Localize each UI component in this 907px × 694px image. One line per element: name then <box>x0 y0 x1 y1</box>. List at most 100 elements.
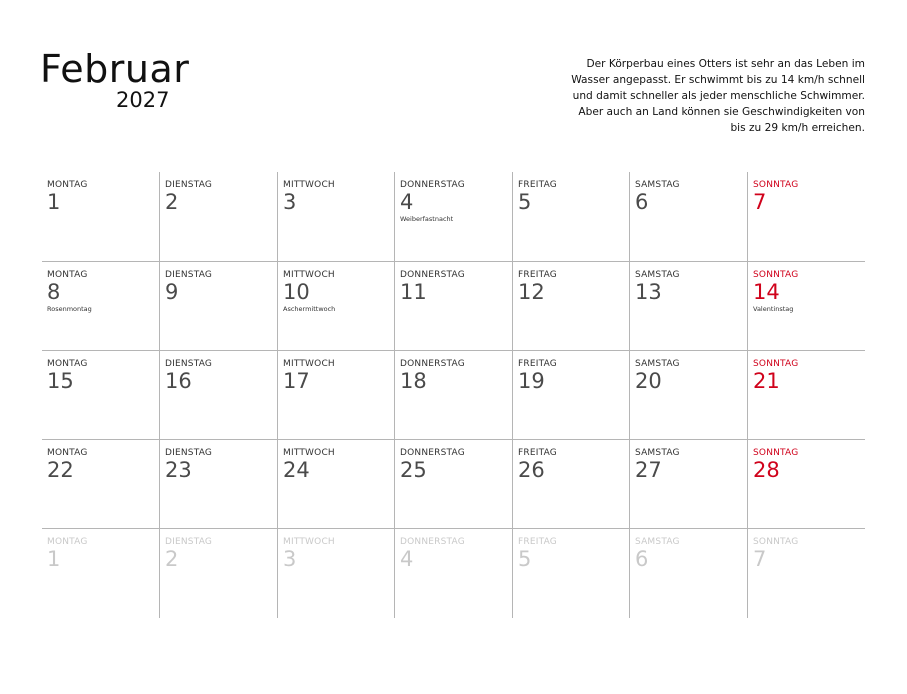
day-cell: SAMSTAG 27 <box>629 440 747 529</box>
weekday-label: SAMSTAG <box>635 359 680 369</box>
day-number: 2 <box>165 547 179 571</box>
day-number: 15 <box>47 369 74 393</box>
day-number: 4 <box>400 547 414 571</box>
day-number: 21 <box>753 369 780 393</box>
weekday-label: SAMSTAG <box>635 180 680 190</box>
day-number: 5 <box>518 190 532 214</box>
day-number: 11 <box>400 280 427 304</box>
day-cell: SAMSTAG 20 <box>629 351 747 440</box>
day-number: 25 <box>400 458 427 482</box>
day-number: 19 <box>518 369 545 393</box>
weekday-label: DIENSTAG <box>165 448 213 458</box>
holiday-label: Rosenmontag <box>47 305 92 313</box>
day-number: 6 <box>635 547 649 571</box>
day-cell: DIENSTAG 2 <box>159 172 277 261</box>
weekday-label: MONTAG <box>47 448 88 458</box>
day-cell: MITTWOCH 3 <box>277 529 394 618</box>
weekday-label: SONNTAG <box>753 537 799 547</box>
holiday-label: Valentinstag <box>753 305 794 313</box>
day-number: 24 <box>283 458 310 482</box>
day-cell: FREITAG 19 <box>512 351 629 440</box>
week-row: MONTAG 22 DIENSTAG 23 MITTWOCH 24 DONNERSTAG 25… <box>42 439 865 529</box>
day-number: 26 <box>518 458 545 482</box>
weekday-label: FREITAG <box>518 180 557 190</box>
day-cell: MITTWOCH 24 <box>277 440 394 529</box>
day-cell: DONNERSTAG 4 <box>394 529 512 618</box>
day-cell: SAMSTAG 6 <box>629 529 747 618</box>
year-label: 2027 <box>116 88 170 112</box>
day-number: 8 <box>47 280 61 304</box>
weekday-label: FREITAG <box>518 270 557 280</box>
weekday-label: MONTAG <box>47 180 88 190</box>
day-cell: FREITAG 5 <box>512 172 629 261</box>
day-number: 2 <box>165 190 179 214</box>
weekday-label: DIENSTAG <box>165 359 213 369</box>
day-cell: DIENSTAG 2 <box>159 529 277 618</box>
day-cell: MONTAG 1 <box>42 172 159 261</box>
day-cell: DIENSTAG 23 <box>159 440 277 529</box>
day-cell: DONNERSTAG 4 Weiberfastnacht <box>394 172 512 261</box>
week-row: MONTAG 8 Rosenmontag DIENSTAG 9 MITTWOCH 10 Asc… <box>42 261 865 351</box>
day-number: 7 <box>753 190 767 214</box>
weekday-label: SONNTAG <box>753 270 799 280</box>
weekday-label: SAMSTAG <box>635 448 680 458</box>
weekday-label: FREITAG <box>518 537 557 547</box>
day-number: 18 <box>400 369 427 393</box>
day-number: 16 <box>165 369 192 393</box>
weekday-label: MITTWOCH <box>283 270 335 280</box>
weekday-label: DIENSTAG <box>165 270 213 280</box>
day-number: 27 <box>635 458 662 482</box>
weekday-label: MITTWOCH <box>283 359 335 369</box>
day-cell: FREITAG 12 <box>512 262 629 351</box>
day-number: 1 <box>47 190 61 214</box>
day-number: 6 <box>635 190 649 214</box>
day-number: 13 <box>635 280 662 304</box>
day-cell: SAMSTAG 6 <box>629 172 747 261</box>
day-cell: SONNTAG 7 <box>747 529 865 618</box>
weekday-label: DIENSTAG <box>165 180 213 190</box>
day-cell: MITTWOCH 10 Aschermittwoch <box>277 262 394 351</box>
week-row: MONTAG 1 DIENSTAG 2 MITTWOCH 3 DONNERSTAG 4 FREI… <box>42 528 865 618</box>
weekday-label: MITTWOCH <box>283 180 335 190</box>
weekday-label: MONTAG <box>47 537 88 547</box>
weekday-label: FREITAG <box>518 359 557 369</box>
weekday-label: SONNTAG <box>753 359 799 369</box>
weekday-label: FREITAG <box>518 448 557 458</box>
day-number: 28 <box>753 458 780 482</box>
weekday-label: DONNERSTAG <box>400 359 465 369</box>
day-number: 17 <box>283 369 310 393</box>
day-number: 23 <box>165 458 192 482</box>
day-number: 10 <box>283 280 310 304</box>
day-number: 9 <box>165 280 179 304</box>
weekday-label: DONNERSTAG <box>400 270 465 280</box>
day-cell: FREITAG 5 <box>512 529 629 618</box>
weekday-label: SAMSTAG <box>635 537 680 547</box>
day-cell: SAMSTAG 13 <box>629 262 747 351</box>
weekday-label: DONNERSTAG <box>400 448 465 458</box>
day-cell: SONNTAG 7 <box>747 172 865 261</box>
month-title: Februar <box>40 47 190 91</box>
weekday-label: SONNTAG <box>753 448 799 458</box>
day-number: 4 <box>400 190 414 214</box>
day-cell: DIENSTAG 16 <box>159 351 277 440</box>
day-number: 1 <box>47 547 61 571</box>
weekday-label: DIENSTAG <box>165 537 213 547</box>
day-cell: FREITAG 26 <box>512 440 629 529</box>
day-cell: MONTAG 1 <box>42 529 159 618</box>
day-number: 3 <box>283 547 297 571</box>
day-number: 12 <box>518 280 545 304</box>
day-number: 22 <box>47 458 74 482</box>
holiday-label: Weiberfastnacht <box>400 215 454 223</box>
day-number: 7 <box>753 547 767 571</box>
day-cell: MONTAG 15 <box>42 351 159 440</box>
weekday-label: SONNTAG <box>753 180 799 190</box>
day-number: 3 <box>283 190 297 214</box>
day-cell: MITTWOCH 3 <box>277 172 394 261</box>
holiday-label: Aschermittwoch <box>283 305 336 313</box>
day-number: 20 <box>635 369 662 393</box>
weekday-label: MONTAG <box>47 270 88 280</box>
weekday-label: MONTAG <box>47 359 88 369</box>
day-cell: MONTAG 8 Rosenmontag <box>42 262 159 351</box>
weekday-label: MITTWOCH <box>283 537 335 547</box>
day-cell: MONTAG 22 <box>42 440 159 529</box>
